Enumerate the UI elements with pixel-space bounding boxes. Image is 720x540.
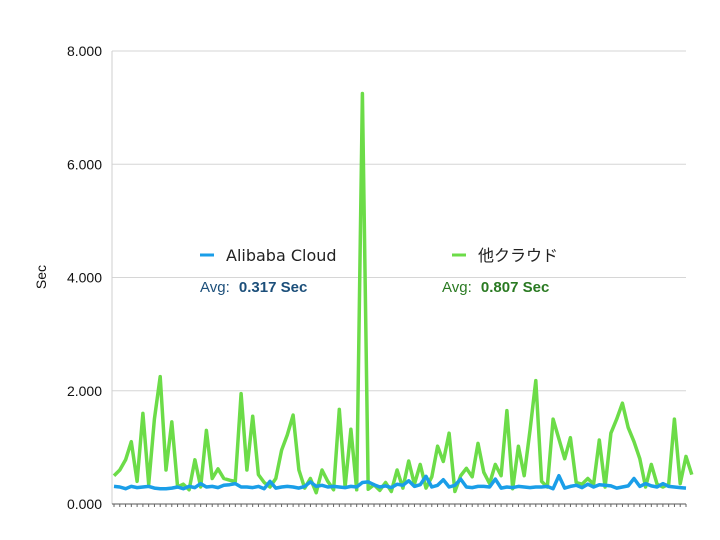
y-tick-label: 0.000 (67, 496, 102, 512)
legend-label-other-cloud: 他クラウド (478, 246, 558, 265)
avg-label: Avg: (200, 279, 230, 296)
y-tick-label: 2.000 (67, 383, 102, 399)
legend-item-alibaba-cloud: Alibaba Cloud Avg: 0.317 Sec (200, 246, 337, 296)
y-axis-ticks: 0.000 2.000 4.000 6.000 8.000 (67, 43, 102, 512)
y-axis-label: Sec (33, 265, 49, 289)
series-line-other-cloud (112, 91, 694, 495)
avg-value: 0.807 Sec (481, 279, 549, 296)
legend: Alibaba Cloud Avg: 0.317 Sec 他クラウド Avg: … (200, 246, 558, 296)
series-lines (112, 91, 694, 495)
y-tick-label: 8.000 (67, 43, 102, 59)
y-tick-label: 6.000 (67, 156, 102, 172)
avg-other-cloud: Avg: 0.807 Sec (442, 279, 549, 296)
legend-item-other-cloud: 他クラウド Avg: 0.807 Sec (442, 246, 558, 296)
legend-label-alibaba-cloud: Alibaba Cloud (226, 246, 337, 265)
y-tick-label: 4.000 (67, 270, 102, 286)
avg-label: Avg: (442, 279, 472, 296)
series-line-alibaba-cloud (113, 473, 687, 491)
grid-lines (112, 50, 686, 392)
avg-alibaba-cloud: Avg: 0.317 Sec (200, 279, 307, 296)
x-axis (111, 51, 687, 507)
avg-value: 0.317 Sec (239, 279, 307, 296)
